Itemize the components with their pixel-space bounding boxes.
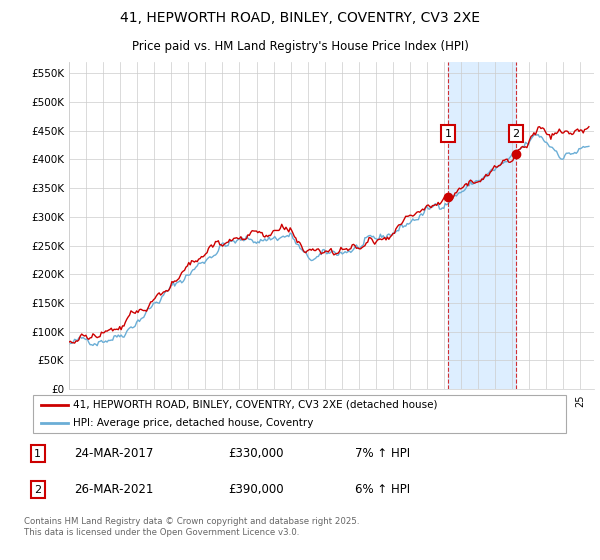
Bar [448, 62, 516, 389]
Text: 26-MAR-2021: 26-MAR-2021 [74, 483, 153, 496]
FancyBboxPatch shape [33, 395, 566, 433]
Text: 41, HEPWORTH ROAD, BINLEY, COVENTRY, CV3 2XE: 41, HEPWORTH ROAD, BINLEY, COVENTRY, CV3… [120, 12, 480, 26]
Text: 2: 2 [34, 484, 41, 494]
Text: £330,000: £330,000 [228, 447, 284, 460]
Text: Contains HM Land Registry data © Crown copyright and database right 2025.
This d: Contains HM Land Registry data © Crown c… [24, 517, 359, 536]
Text: 41, HEPWORTH ROAD, BINLEY, COVENTRY, CV3 2XE (detached house): 41, HEPWORTH ROAD, BINLEY, COVENTRY, CV3… [73, 400, 438, 409]
Text: HPI: Average price, detached house, Coventry: HPI: Average price, detached house, Cove… [73, 418, 314, 428]
Text: £390,000: £390,000 [228, 483, 284, 496]
Text: 2: 2 [512, 129, 520, 139]
Text: 7% ↑ HPI: 7% ↑ HPI [355, 447, 410, 460]
Text: Price paid vs. HM Land Registry's House Price Index (HPI): Price paid vs. HM Land Registry's House … [131, 40, 469, 53]
Text: 6% ↑ HPI: 6% ↑ HPI [355, 483, 410, 496]
Text: 1: 1 [445, 129, 451, 139]
Text: 24-MAR-2017: 24-MAR-2017 [74, 447, 153, 460]
Text: 1: 1 [34, 449, 41, 459]
